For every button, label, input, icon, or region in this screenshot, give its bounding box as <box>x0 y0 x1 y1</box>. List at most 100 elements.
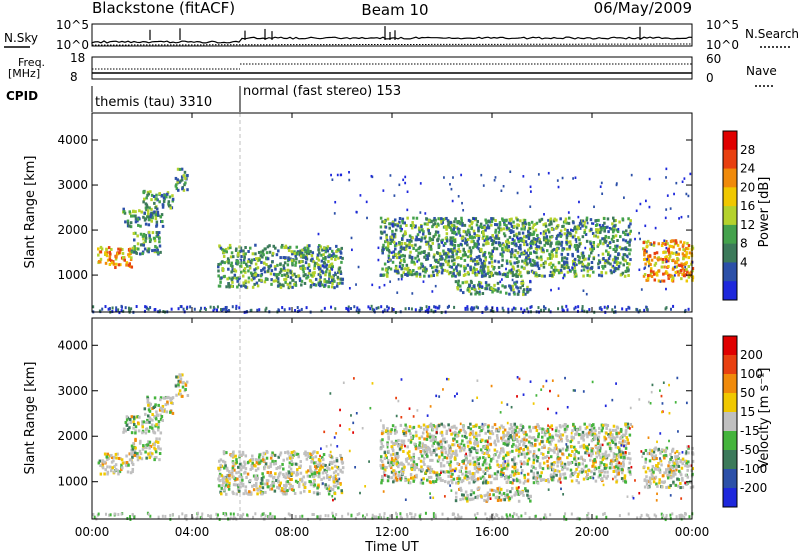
velocity-echo-cell <box>500 448 503 452</box>
power-echo-cell <box>573 266 577 270</box>
velocity-echo-cell <box>290 459 293 463</box>
power-echo-cell <box>635 209 638 213</box>
power-echo-cell <box>468 284 472 288</box>
power-echo-cell <box>121 247 124 251</box>
velocity-echo-cell <box>286 489 289 493</box>
power-echo-cell <box>667 259 670 263</box>
power-echo-cell <box>239 270 243 274</box>
velocity-echo-cell <box>157 426 160 430</box>
velocity-echo-cell <box>159 447 162 451</box>
velocity-echo-cell <box>603 464 607 468</box>
velocity-echo-cell <box>473 460 477 464</box>
velocity-echo-cell <box>239 485 242 489</box>
power-echo-cell <box>147 218 151 222</box>
power-echo-cell <box>569 234 572 238</box>
velocity-echo-cell <box>511 481 514 485</box>
power-echo-cell <box>117 247 120 251</box>
velocity-echo-cell <box>312 475 316 479</box>
velocity-echo-cell <box>256 467 260 471</box>
power-echo-cell <box>581 251 585 255</box>
power-echo-cell <box>459 288 462 292</box>
power-echo-cell <box>553 217 556 221</box>
power-echo-cell <box>395 256 399 260</box>
power-echo-cell <box>222 275 226 279</box>
velocity-echo-cell <box>605 431 608 435</box>
power-echo-cell <box>394 264 398 268</box>
power-echo-cell <box>642 241 646 245</box>
power-echo-cell <box>409 224 413 228</box>
velocity-echo-cell <box>577 472 580 476</box>
power-echo-cell <box>117 263 121 267</box>
power-echo-cell <box>244 262 248 266</box>
velocity-echo-cell <box>325 486 329 490</box>
velocity-echo-cell <box>260 476 264 480</box>
power-echo-cell <box>665 287 667 291</box>
power-echo-cell <box>391 220 395 224</box>
power-echo-cell <box>561 305 564 309</box>
power-echo-cell <box>282 266 286 270</box>
velocity-echo-cell <box>576 432 579 436</box>
velocity-echo-cell <box>478 425 481 429</box>
power-echo-cell <box>367 305 370 309</box>
velocity-echo-cell <box>481 427 485 431</box>
power-echo-cell <box>662 250 665 254</box>
velocity-echo-cell <box>455 432 458 436</box>
power-echo-cell <box>300 253 303 257</box>
power-echo-cell <box>534 228 538 232</box>
power-echo-cell <box>557 271 561 275</box>
velocity-echo-cell <box>404 479 407 483</box>
velocity-echo-cell <box>616 473 619 477</box>
velocity-echo-cell <box>565 448 568 452</box>
power-echo-cell <box>574 238 578 242</box>
power-echo-cell <box>594 223 598 227</box>
velocity-echo-cell <box>601 424 605 428</box>
velocity-echo-cell <box>522 439 525 443</box>
power-echo-cell <box>118 251 121 255</box>
power-echo-cell <box>330 173 332 177</box>
velocity-echo-cell <box>494 443 498 447</box>
velocity-echo-cell <box>394 457 398 461</box>
power-echo-cell <box>451 239 455 243</box>
power-echo-cell <box>459 242 463 246</box>
power-echo-cell <box>403 221 406 225</box>
power-echo-cell <box>471 220 474 224</box>
velocity-echo-cell <box>547 430 550 434</box>
velocity-echo-cell <box>586 472 589 476</box>
velocity-echo-cell <box>382 424 385 428</box>
power-echo-cell <box>408 241 411 245</box>
power-echo-cell <box>448 225 451 229</box>
velocity-echo-cell <box>419 459 423 463</box>
power-echo-cell <box>557 242 560 246</box>
power-echo-cell <box>625 247 628 251</box>
power-echo-cell <box>524 240 528 244</box>
power-echo-cell <box>410 257 414 261</box>
power-echo-cell <box>691 269 694 273</box>
power-echo-cell <box>204 308 207 312</box>
power-echo-cell <box>549 270 552 274</box>
velocity-echo-cell <box>218 467 222 471</box>
power-echo-cell <box>247 250 250 254</box>
power-echo-cell <box>571 259 575 263</box>
power-echo-cell <box>341 277 345 281</box>
power-echo-cell <box>280 273 284 277</box>
velocity-echo-cell <box>482 456 485 460</box>
velocity-echo-cell <box>591 464 594 468</box>
velocity-echo-cell <box>408 429 411 433</box>
power-echo-cell <box>325 280 328 284</box>
power-echo-cell <box>484 258 488 262</box>
power-echo-cell <box>470 287 474 291</box>
power-echo-cell <box>250 258 254 262</box>
power-echo-cell <box>582 264 586 268</box>
power-echo-cell <box>236 261 240 265</box>
power-echo-cell <box>331 255 335 259</box>
power-echo-cell <box>649 241 652 245</box>
power-echo-cell <box>531 226 535 230</box>
power-echo-cell <box>675 260 679 264</box>
power-echo-cell <box>230 270 233 274</box>
power-echo-cell <box>138 252 142 256</box>
power-echo-cell <box>383 283 386 287</box>
power-echo-cell <box>284 277 288 281</box>
velocity-echo-cell <box>272 481 276 485</box>
power-echo-cell <box>487 269 490 273</box>
power-echo-cell <box>600 270 603 274</box>
